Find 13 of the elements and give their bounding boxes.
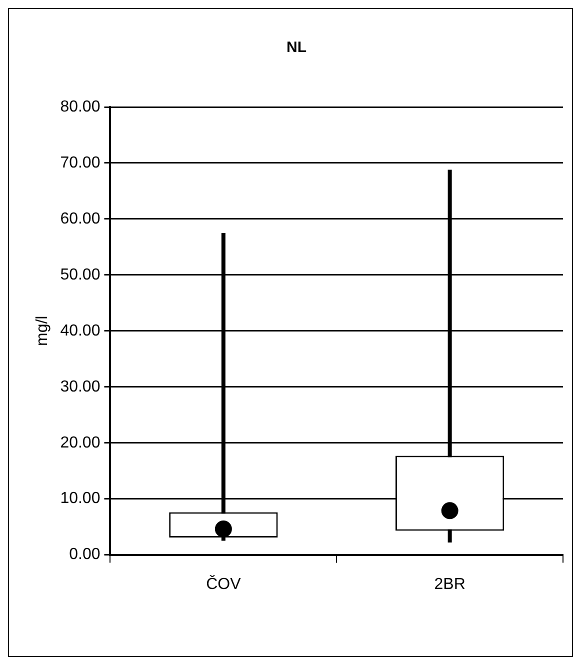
- x-tick-label: ČOV: [206, 574, 242, 593]
- y-tick-label: 50.00: [60, 266, 100, 284]
- y-tick-label: 40.00: [60, 322, 100, 340]
- y-tick-label: 20.00: [60, 434, 100, 452]
- y-tick-label: 10.00: [60, 490, 100, 508]
- y-tick-label: 0.00: [69, 546, 100, 564]
- y-tick-label: 60.00: [60, 210, 100, 228]
- y-tick-label: 30.00: [60, 378, 100, 396]
- y-tick-label: 70.00: [60, 154, 100, 172]
- y-axis-title: mg/l: [34, 316, 52, 346]
- y-tick-label: 80.00: [60, 98, 100, 116]
- chart-title: NL: [286, 39, 306, 56]
- x-tick-label: 2BR: [434, 576, 466, 593]
